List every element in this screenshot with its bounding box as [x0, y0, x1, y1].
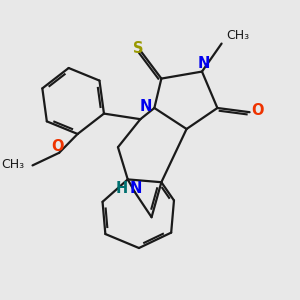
Text: N: N	[130, 181, 142, 196]
Text: O: O	[52, 139, 64, 154]
Text: H: H	[116, 181, 128, 196]
Text: O: O	[251, 103, 264, 118]
Text: CH₃: CH₃	[2, 158, 25, 170]
Text: CH₃: CH₃	[226, 29, 249, 42]
Text: N: N	[197, 56, 210, 71]
Text: N: N	[140, 99, 152, 114]
Text: S: S	[133, 41, 143, 56]
